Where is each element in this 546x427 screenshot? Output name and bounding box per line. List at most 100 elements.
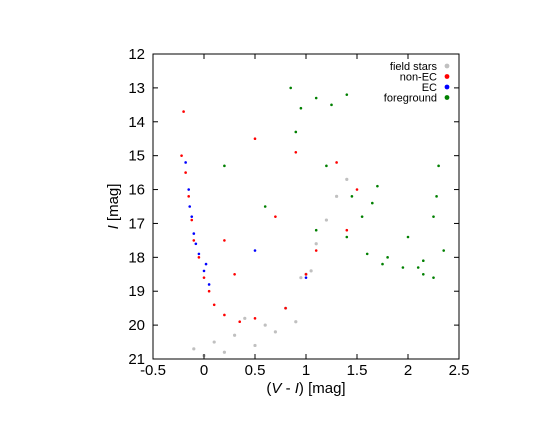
- data-point: [190, 215, 194, 218]
- data-point: [182, 110, 185, 113]
- data-point: [192, 347, 196, 351]
- data-point: [197, 256, 201, 259]
- data-point: [263, 205, 267, 208]
- data-point: [188, 205, 192, 208]
- data-point: [442, 249, 446, 252]
- data-point: [432, 215, 435, 218]
- y-tick-label: 19: [128, 283, 145, 300]
- data-point: [204, 262, 208, 266]
- data-point: [371, 201, 374, 205]
- data-point: [314, 242, 318, 246]
- data-point: [345, 228, 349, 232]
- data-point: [253, 343, 257, 348]
- data-point: [401, 266, 405, 269]
- legend-marker: [444, 95, 450, 100]
- data-point: [350, 195, 354, 198]
- data-point: [335, 161, 338, 164]
- y-tick-label: 12: [128, 46, 145, 63]
- data-point: [345, 235, 349, 239]
- series-non-ec: [180, 110, 359, 324]
- data-points-layer: [180, 86, 446, 358]
- data-point: [294, 150, 298, 154]
- x-tick-label: 1.5: [347, 362, 368, 379]
- axis-ticks-layer: -0.5 0 0.5 1 1.5 2 2.5 12 13 14 15 16 17 18 19 20 21: [128, 46, 469, 379]
- data-point: [273, 330, 277, 334]
- data-point: [190, 218, 194, 222]
- y-tick-label: 21: [128, 351, 145, 368]
- data-point: [422, 272, 425, 276]
- data-point: [187, 195, 190, 198]
- data-point: [223, 239, 226, 242]
- series-field-stars: [192, 177, 349, 358]
- data-point: [365, 252, 369, 256]
- data-point: [335, 194, 339, 198]
- data-point: [381, 262, 384, 266]
- data-point: [360, 215, 364, 218]
- data-point: [432, 276, 435, 279]
- y-tick-label: 18: [128, 249, 145, 266]
- data-point: [187, 188, 190, 191]
- data-point: [435, 195, 438, 198]
- data-point: [416, 266, 420, 269]
- data-point: [325, 164, 328, 168]
- data-point: [194, 242, 198, 246]
- data-point: [294, 320, 298, 324]
- data-point: [284, 306, 287, 310]
- data-point: [376, 184, 379, 188]
- data-point: [314, 96, 318, 100]
- legend-marker: [444, 74, 450, 79]
- data-point: [345, 93, 349, 96]
- data-point: [197, 252, 201, 256]
- data-point: [202, 269, 206, 273]
- data-point: [223, 313, 226, 317]
- y-tick-label: 13: [128, 80, 145, 97]
- data-point: [309, 269, 313, 273]
- data-point: [222, 350, 226, 354]
- x-tick-label: 0.5: [245, 362, 266, 379]
- data-point: [299, 276, 303, 280]
- y-tick-label: 15: [128, 148, 145, 165]
- data-point: [253, 137, 257, 141]
- data-point: [304, 272, 308, 276]
- data-point: [207, 283, 211, 286]
- data-point: [184, 161, 187, 164]
- data-point: [330, 103, 333, 107]
- data-point: [243, 316, 247, 320]
- legend-label: field stars: [390, 61, 438, 73]
- data-point: [289, 86, 293, 90]
- data-point: [386, 256, 389, 259]
- data-point: [406, 235, 410, 239]
- legend-label: EC: [422, 82, 437, 94]
- legend-label: foreground: [384, 93, 437, 105]
- y-axis-label: I [mag]: [105, 184, 122, 230]
- data-point: [207, 289, 211, 293]
- series-ec: [184, 161, 308, 286]
- data-point: [238, 320, 241, 324]
- x-tick-label: -0.5: [140, 362, 166, 379]
- data-point: [233, 333, 237, 337]
- series-foreground: [223, 86, 446, 279]
- data-point: [202, 276, 206, 279]
- legend-marker: [444, 63, 450, 69]
- data-point: [437, 164, 440, 168]
- data-point: [192, 232, 196, 235]
- data-point: [355, 188, 359, 191]
- legend-marker: [444, 84, 450, 90]
- x-tick-label: 2.5: [449, 362, 470, 379]
- x-tick-label: 1: [302, 362, 310, 379]
- y-tick-label: 16: [128, 182, 145, 199]
- data-point: [223, 164, 226, 168]
- data-point: [184, 171, 187, 174]
- data-point: [345, 177, 349, 181]
- data-point: [253, 249, 257, 252]
- y-tick-label: 17: [128, 215, 145, 232]
- data-point: [253, 317, 257, 320]
- data-point: [212, 340, 216, 344]
- x-tick-label: 2: [404, 362, 412, 379]
- data-point: [212, 303, 216, 307]
- data-point: [192, 239, 196, 242]
- data-point: [263, 323, 267, 327]
